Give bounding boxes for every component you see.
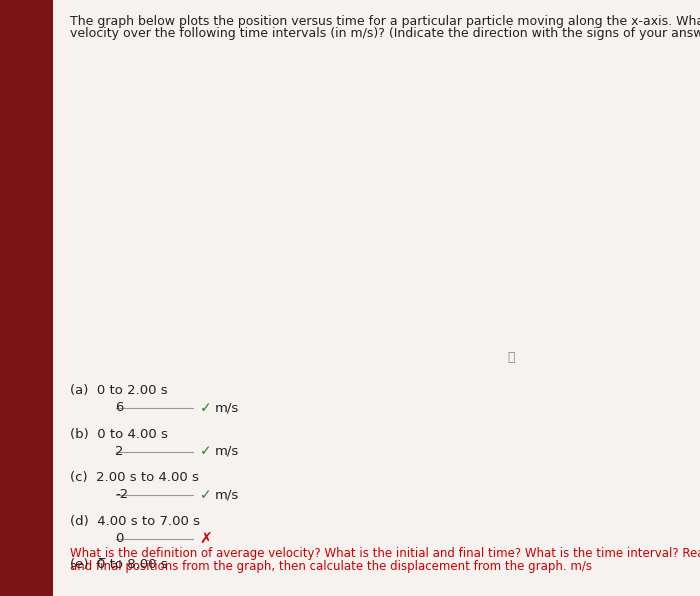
Text: and final positions from the graph, then calculate the displacement from the gra: and final positions from the graph, then…	[70, 560, 592, 573]
Text: The graph below plots the position versus time for a particular particle moving : The graph below plots the position versu…	[70, 15, 700, 28]
Text: m/s: m/s	[215, 488, 239, 501]
Text: velocity over the following time intervals (in m/s)? (Indicate the direction wit: velocity over the following time interva…	[70, 27, 700, 40]
Text: m/s: m/s	[215, 401, 239, 414]
Text: (a)  0 to 2.00 s: (a) 0 to 2.00 s	[70, 384, 167, 398]
Text: (c)  2.00 s to 4.00 s: (c) 2.00 s to 4.00 s	[70, 471, 199, 485]
Text: 6: 6	[116, 401, 124, 414]
Text: -2: -2	[116, 488, 129, 501]
Text: (d)  4.00 s to 7.00 s: (d) 4.00 s to 7.00 s	[70, 515, 200, 528]
Text: What is the definition of average velocity? What is the initial and final time? : What is the definition of average veloci…	[70, 547, 700, 560]
Text: (b)  0 to 4.00 s: (b) 0 to 4.00 s	[70, 428, 168, 441]
Text: 2: 2	[116, 445, 124, 458]
Text: ✓: ✓	[199, 401, 211, 415]
Text: ⓘ: ⓘ	[508, 351, 514, 364]
Text: (e)  0̅ to 8.00 s: (e) 0̅ to 8.00 s	[70, 558, 167, 572]
Text: ✗: ✗	[199, 532, 212, 547]
Text: 0: 0	[116, 532, 124, 545]
Text: x (m): x (m)	[119, 52, 156, 66]
Text: ✓: ✓	[199, 488, 211, 502]
Text: t (s): t (s)	[508, 231, 536, 246]
Text: m/s: m/s	[215, 445, 239, 458]
Text: ✓: ✓	[199, 445, 211, 458]
